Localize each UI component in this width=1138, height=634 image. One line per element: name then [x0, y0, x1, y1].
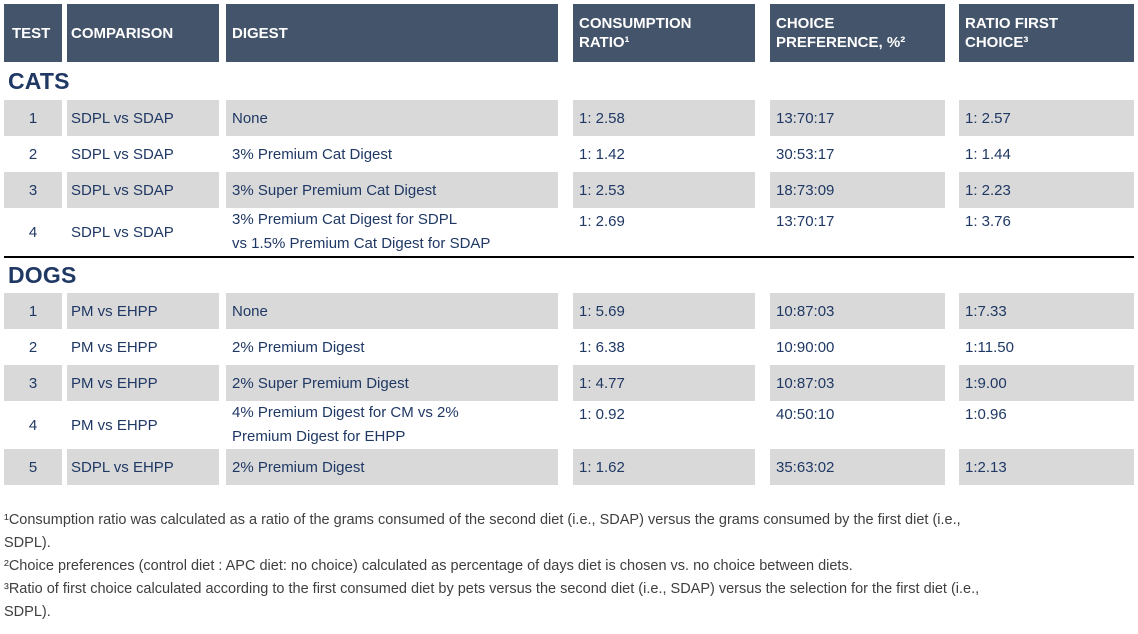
cell-comparison: PM vs EHPP	[67, 293, 219, 329]
cell-digest: None	[226, 100, 558, 136]
cell-choice-preference: 10:87:03	[770, 293, 945, 329]
cell-test: 2	[28, 145, 38, 163]
cell-ratio-first-choice: 1: 2.57	[959, 100, 1134, 136]
cell-consumption-ratio: 1: 0.92	[579, 406, 625, 423]
table-row-cats-3: 3 SDPL vs SDAP 3% Super Premium Cat Dige…	[4, 172, 1138, 208]
section-title-cats: CATS	[8, 67, 70, 94]
cell-choice-preference: 10:87:03	[770, 365, 945, 401]
cell-digest: 2% Super Premium Digest	[226, 365, 558, 401]
section-divider	[4, 256, 1134, 258]
header-cell-ratio-first-choice: RATIO FIRST CHOICE³	[959, 4, 1134, 62]
header-cell-choice-preference: CHOICE PREFERENCE, %²	[770, 4, 945, 62]
table-row-cats-4: 4 SDPL vs SDAP 3% Premium Cat Digest for…	[4, 208, 1138, 256]
cell-ratio-first-choice: 1:7.33	[959, 293, 1134, 329]
header-cell-comparison: COMPARISON	[67, 4, 219, 62]
cell-choice-preference: 40:50:10	[776, 406, 835, 423]
table-row-dogs-4: 4 PM vs EHPP 4% Premium Digest for CM vs…	[4, 401, 1138, 449]
cell-consumption-ratio: 1: 2.58	[573, 100, 755, 136]
cell-test: 3	[4, 365, 62, 401]
cell-digest: 3% Premium Cat Digest for SDPL vs 1.5% P…	[232, 211, 491, 252]
header-cell-digest: DIGEST	[226, 4, 558, 62]
section-band-cats: CATS	[4, 62, 1138, 100]
cell-ratio-first-choice: 1:11.50	[965, 338, 1014, 356]
cell-consumption-ratio: 1: 5.69	[573, 293, 755, 329]
cell-digest: 2% Premium Digest	[232, 338, 365, 356]
cell-comparison: SDPL vs SDAP	[67, 172, 219, 208]
cell-ratio-first-choice: 1:0.96	[965, 406, 1007, 423]
cell-ratio-first-choice: 1:9.00	[959, 365, 1134, 401]
table-header-row: TEST COMPARISON DIGEST CONSUMPTION RATIO…	[4, 4, 1138, 62]
cell-consumption-ratio: 1: 1.62	[573, 449, 755, 485]
cell-choice-preference: 18:73:09	[770, 172, 945, 208]
cell-consumption-ratio: 1: 2.69	[579, 213, 625, 230]
header-cell-consumption-ratio: CONSUMPTION RATIO¹	[573, 4, 755, 62]
cell-choice-preference: 30:53:17	[776, 145, 835, 163]
cell-comparison: PM vs EHPP	[71, 338, 158, 356]
cell-test: 1	[4, 293, 62, 329]
cell-comparison: SDPL vs SDAP	[71, 145, 174, 163]
cell-ratio-first-choice: 1: 1.44	[965, 145, 1011, 163]
table-row-cats-2: 2 SDPL vs SDAP 3% Premium Cat Digest 1: …	[4, 136, 1138, 172]
cell-comparison: SDPL vs SDAP	[71, 223, 174, 241]
cell-ratio-first-choice: 1:2.13	[959, 449, 1134, 485]
footnote-ratio-first-choice: ³Ratio of first choice calculated accord…	[4, 581, 980, 620]
table-row-dogs-3: 3 PM vs EHPP 2% Super Premium Digest 1: …	[4, 365, 1138, 401]
footnote-choice-preference: ²Choice preferences (control diet : APC …	[4, 558, 853, 574]
cell-test: 2	[28, 338, 38, 356]
table-row-cats-1: 1 SDPL vs SDAP None 1: 2.58 13:70:17 1: …	[4, 100, 1138, 136]
cell-digest: 2% Premium Digest	[226, 449, 558, 485]
cell-comparison: PM vs EHPP	[67, 365, 219, 401]
cell-digest: 3% Premium Cat Digest	[232, 145, 393, 163]
footnote-consumption-ratio: ¹Consumption ratio was calculated as a r…	[4, 512, 961, 551]
section-band-dogs: DOGS	[4, 258, 1138, 293]
cell-choice-preference: 10:90:00	[776, 338, 835, 356]
cell-choice-preference: 13:70:17	[776, 213, 835, 230]
table-row-dogs-2: 2 PM vs EHPP 2% Premium Digest 1: 6.38 1…	[4, 329, 1138, 365]
cell-consumption-ratio: 1: 4.77	[573, 365, 755, 401]
cell-test: 4	[28, 416, 38, 434]
cell-comparison: PM vs EHPP	[71, 416, 158, 434]
table-row-dogs-1: 1 PM vs EHPP None 1: 5.69 10:87:03 1:7.3…	[4, 293, 1138, 329]
cell-consumption-ratio: 1: 2.53	[573, 172, 755, 208]
cell-test: 4	[28, 223, 38, 241]
cell-test: 1	[4, 100, 62, 136]
footnotes: ¹Consumption ratio was calculated as a r…	[4, 509, 1134, 624]
cell-digest: 3% Super Premium Cat Digest	[226, 172, 558, 208]
cell-comparison: SDPL vs SDAP	[67, 100, 219, 136]
cell-comparison: SDPL vs EHPP	[67, 449, 219, 485]
cell-digest: None	[226, 293, 558, 329]
cell-consumption-ratio: 1: 6.38	[579, 338, 625, 356]
cell-choice-preference: 35:63:02	[770, 449, 945, 485]
cell-choice-preference: 13:70:17	[770, 100, 945, 136]
section-title-dogs: DOGS	[8, 262, 77, 288]
cell-test: 3	[4, 172, 62, 208]
cell-ratio-first-choice: 1: 3.76	[965, 213, 1011, 230]
cell-digest: 4% Premium Digest for CM vs 2% Premium D…	[232, 404, 459, 445]
header-cell-test: TEST	[4, 4, 62, 62]
table-row-dogs-5: 5 SDPL vs EHPP 2% Premium Digest 1: 1.62…	[4, 449, 1138, 485]
cell-ratio-first-choice: 1: 2.23	[959, 172, 1134, 208]
cell-test: 5	[4, 449, 62, 485]
results-table: TEST COMPARISON DIGEST CONSUMPTION RATIO…	[4, 4, 1138, 485]
cell-consumption-ratio: 1: 1.42	[579, 145, 625, 163]
